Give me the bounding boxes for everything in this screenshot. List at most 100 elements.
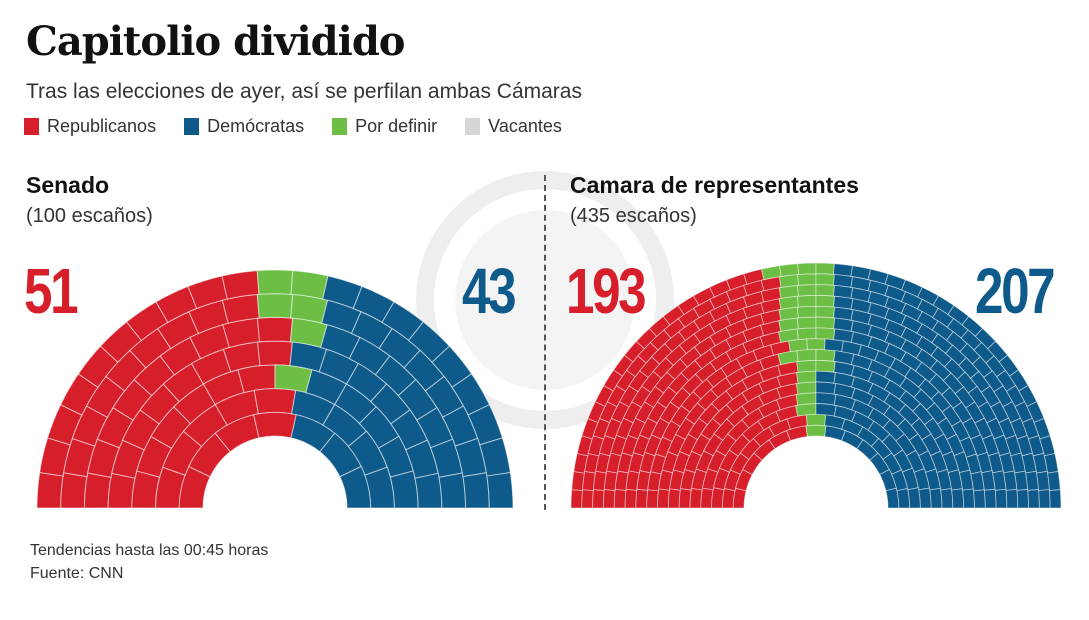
legend-item-vacantes: Vacantes <box>465 116 562 137</box>
senate-seat-pordefinir <box>274 364 313 394</box>
legend-label: Por definir <box>355 116 438 136</box>
house-seat-republicanos <box>592 489 605 509</box>
house-seat-pordefinir <box>796 359 817 373</box>
house-seat-pordefinir <box>815 284 835 297</box>
senate-seat-republicanos <box>36 471 64 509</box>
senate-seat-republicanos <box>83 472 112 509</box>
house-seat-demcratas <box>1016 489 1029 509</box>
house-seat-republicanos <box>689 487 703 509</box>
house-democrat-count: 207 <box>975 255 1056 327</box>
house-seat-republicanos <box>570 489 583 509</box>
legend-swatch <box>332 118 348 135</box>
house-seat-demcratas <box>896 488 911 509</box>
house-seat-pordefinir <box>815 262 835 275</box>
house-republican-count: 193 <box>566 255 647 327</box>
house-title: Camara de representantes <box>570 172 859 198</box>
house-seat-pordefinir <box>815 316 836 330</box>
senate-seat-republicanos <box>257 340 293 367</box>
house-seat-demcratas <box>1038 489 1051 509</box>
senate-seat-pordefinir <box>256 269 294 295</box>
house-seat-demcratas <box>1027 489 1040 509</box>
senate-seat-demcratas <box>414 472 443 509</box>
house-seat-pordefinir <box>815 327 836 341</box>
legend-label: Republicanos <box>47 116 157 136</box>
house-seat-pordefinir <box>779 263 799 277</box>
senate-seat-count: (100 escaños) <box>26 205 153 227</box>
house-seat-pordefinir <box>815 305 836 319</box>
house-seat-republicanos <box>657 488 670 509</box>
house-seat-demcratas <box>994 488 1008 509</box>
house-seat-pordefinir <box>797 295 817 308</box>
house-seat-demcratas <box>815 370 836 384</box>
house-seat-demcratas <box>907 487 921 509</box>
subtitle: Tras las elecciones de ayer, así se perf… <box>26 80 582 103</box>
house-seat-demcratas <box>983 488 997 509</box>
legend-swatch <box>465 118 481 135</box>
house-seat-pordefinir <box>815 273 835 286</box>
senate-republican-count: 51 <box>24 255 79 327</box>
house-seat-demcratas <box>973 489 986 509</box>
house-seat-pordefinir <box>806 338 826 351</box>
footnote: Tendencias hasta las 00:45 horas <box>30 542 269 559</box>
house-seat-pordefinir <box>795 392 817 406</box>
house-seat-demcratas <box>1047 471 1061 491</box>
senate-seat-republicanos <box>256 316 294 343</box>
legend-label: Demócratas <box>207 116 305 136</box>
house-seat-demcratas <box>929 487 943 509</box>
legend-item-por-definir: Por definir <box>332 116 437 137</box>
house-seat-pordefinir <box>815 295 835 308</box>
senate-democrat-count: 43 <box>462 255 517 327</box>
house-seat-republicanos <box>581 489 594 509</box>
legend-item-republicanos: Republicanos <box>24 116 156 137</box>
senate-seat-pordefinir <box>256 293 294 319</box>
house-seat-republicanos <box>613 488 627 509</box>
house-seat-demcratas <box>1049 489 1062 509</box>
house-seat-republicanos <box>603 489 616 509</box>
house-seat-pordefinir <box>815 349 836 362</box>
house-seat-demcratas <box>918 487 932 509</box>
divider <box>544 175 546 510</box>
house-seat-pordefinir <box>797 262 817 275</box>
house-seat-demcratas <box>940 488 954 509</box>
house-seat-pordefinir <box>815 359 836 373</box>
house-seat-republicanos <box>635 488 649 509</box>
senate-seat-demcratas <box>438 472 467 509</box>
house-seat-pordefinir <box>796 327 817 341</box>
house-seat-demcratas <box>815 403 837 417</box>
senate-seat-demcratas <box>486 471 514 509</box>
legend-label: Vacantes <box>488 116 562 136</box>
house-seat-demcratas <box>1005 488 1019 509</box>
legend-item-democratas: Demócratas <box>184 116 304 137</box>
senate-seat-republicanos <box>253 411 297 439</box>
senate-seat-republicanos <box>60 472 88 509</box>
senate-seat-republicanos <box>253 388 297 415</box>
legend-swatch <box>184 118 200 135</box>
house-seat-republicanos <box>678 488 692 509</box>
senate-title: Senado <box>26 172 110 198</box>
house-seat-pordefinir <box>805 413 827 427</box>
house-seat-pordefinir <box>796 305 817 319</box>
source: Fuente: CNN <box>30 565 124 582</box>
legend: Republicanos Demócratas Por definir Vaca… <box>24 116 562 137</box>
senate-seat-demcratas <box>389 470 419 509</box>
house-seat-pordefinir <box>797 284 817 297</box>
house-seat-demcratas <box>951 488 965 509</box>
house-seat-demcratas <box>815 381 837 395</box>
house-seat-republicanos <box>646 489 659 509</box>
house-seat-pordefinir <box>805 424 827 437</box>
house-seat-pordefinir <box>796 370 817 384</box>
senate-seat-republicanos <box>221 270 260 300</box>
house-seat-pordefinir <box>795 381 817 395</box>
house-seat-republicanos <box>624 488 638 509</box>
house-seat-pordefinir <box>796 316 817 330</box>
house-seat-pordefinir <box>796 349 817 362</box>
house-seat-count: (435 escaños) <box>570 205 697 227</box>
house-seat-republicanos <box>667 488 681 509</box>
senate-seat-republicanos <box>107 472 136 509</box>
legend-swatch <box>24 118 39 135</box>
house-seat-pordefinir <box>797 273 817 286</box>
senate-seat-demcratas <box>462 472 490 509</box>
page-title: Capitolio dividido <box>26 18 405 65</box>
